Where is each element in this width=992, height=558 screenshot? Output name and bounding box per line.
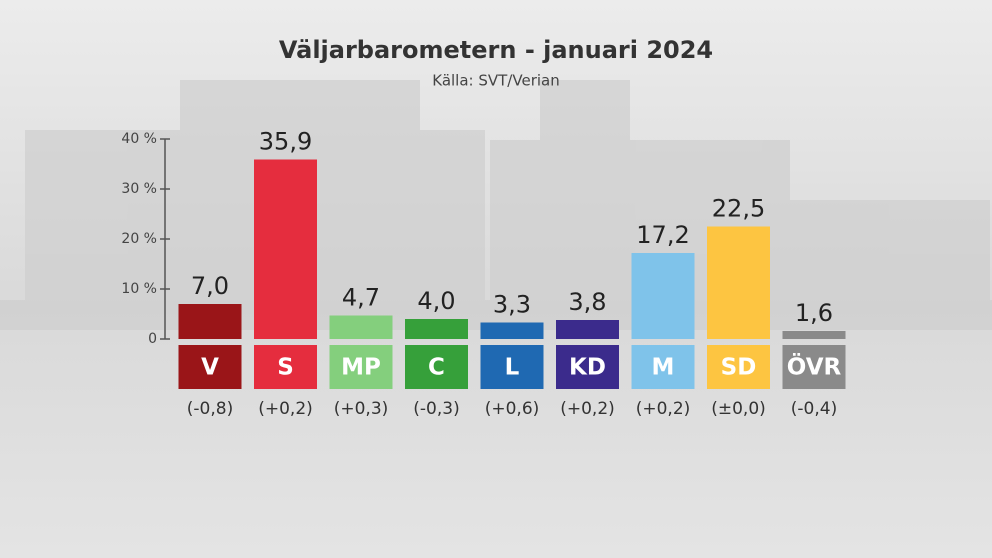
x-tick-label: C xyxy=(428,355,445,381)
category-box xyxy=(178,345,242,389)
change-label: (+0,2) xyxy=(636,399,691,419)
value-label: 3,3 xyxy=(493,291,531,319)
value-label: 1,6 xyxy=(795,299,833,327)
value-label: 17,2 xyxy=(636,221,689,249)
x-tick-label: ÖVR xyxy=(787,353,842,381)
category-box xyxy=(782,345,846,389)
category-box xyxy=(556,345,619,389)
change-label: (±0,0) xyxy=(711,399,766,419)
y-tick-label: 40 % xyxy=(121,131,157,147)
x-tick-label: M xyxy=(652,355,675,381)
value-label: 4,0 xyxy=(417,287,455,315)
x-tick-label: V xyxy=(201,355,219,381)
change-label: (+0,2) xyxy=(560,399,615,419)
change-label: (-0,8) xyxy=(187,399,233,419)
value-label: 7,0 xyxy=(191,272,229,300)
x-tick-label: S xyxy=(277,355,294,381)
x-tick-label: SD xyxy=(721,355,757,381)
category-box xyxy=(707,345,770,389)
chart-title: Väljarbarometern - januari 2024 xyxy=(279,36,713,64)
category-box xyxy=(254,345,317,389)
chart-subtitle: Källa: SVT/Verian xyxy=(432,72,559,90)
category-box xyxy=(631,345,695,389)
y-tick-label: 30 % xyxy=(121,181,157,197)
bar xyxy=(480,322,544,339)
change-label: (+0,3) xyxy=(334,399,389,419)
bar xyxy=(631,253,695,339)
bar xyxy=(329,315,393,339)
value-label: 35,9 xyxy=(259,128,312,156)
category-box xyxy=(405,345,468,389)
change-label: (+0,6) xyxy=(485,399,540,419)
change-label: (-0,4) xyxy=(791,399,837,419)
x-tick-label: L xyxy=(505,355,520,381)
y-tick-label: 20 % xyxy=(121,231,157,247)
value-label: 4,7 xyxy=(342,284,380,312)
bar xyxy=(707,226,770,339)
x-tick-label: KD xyxy=(569,355,606,381)
value-label: 22,5 xyxy=(712,195,765,223)
change-label: (-0,3) xyxy=(413,399,459,419)
category-box xyxy=(329,345,393,389)
x-tick-label: MP xyxy=(341,355,381,381)
y-tick-label: 10 % xyxy=(121,281,157,297)
bar xyxy=(556,320,619,339)
bar xyxy=(178,304,242,339)
y-tick-label: 0 xyxy=(148,331,157,347)
bar xyxy=(782,331,846,339)
bar xyxy=(254,159,317,339)
change-label: (+0,2) xyxy=(258,399,313,419)
bar xyxy=(405,319,468,339)
value-label: 3,8 xyxy=(568,288,606,316)
category-box xyxy=(480,345,544,389)
